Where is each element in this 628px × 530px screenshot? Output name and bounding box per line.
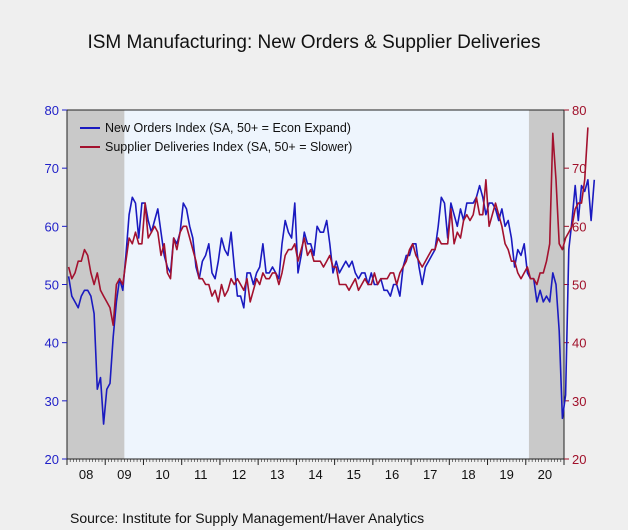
x-tick-label: 16	[385, 467, 399, 482]
x-tick-label: 14	[308, 467, 322, 482]
left-tick-label: 70	[45, 161, 59, 176]
series-line-supplier-deliveries	[67, 127, 589, 327]
series-lines	[67, 127, 596, 425]
left-y-axis: 20 30 40 50 60 70 80	[45, 103, 67, 467]
recession-band-0	[67, 110, 125, 459]
left-tick-label: 60	[45, 219, 59, 234]
left-tick-label: 30	[45, 394, 59, 409]
right-y-axis: 20 30 40 50 60 70 80	[564, 103, 586, 467]
right-tick-label: 50	[572, 278, 586, 293]
x-tick-label: 08	[79, 467, 93, 482]
legend-label-new-orders: New Orders Index (SA, 50+ = Econ Expand)	[105, 121, 351, 135]
x-tick-label: 11	[194, 467, 208, 482]
x-tick-label: 17	[423, 467, 437, 482]
right-tick-label: 20	[572, 452, 586, 467]
x-tick-label: 12	[232, 467, 246, 482]
x-tick-label: 09	[117, 467, 131, 482]
x-axis: 08 09 10 11 12 13 14 15 16 17 18 19 20	[66, 459, 565, 482]
source-note: Source: Institute for Supply Management/…	[70, 510, 425, 526]
left-tick-label: 50	[45, 278, 59, 293]
plot-area	[67, 110, 564, 459]
left-tick-label: 80	[45, 103, 59, 118]
x-tick-label: 15	[346, 467, 360, 482]
x-tick-label: 20	[538, 467, 552, 482]
x-tick-label: 18	[461, 467, 475, 482]
legend-label-supplier-deliveries: Supplier Deliveries Index (SA, 50+ = Slo…	[105, 140, 352, 154]
x-tick-label: 19	[499, 467, 513, 482]
right-tick-label: 70	[572, 161, 586, 176]
x-tick-label: 13	[270, 467, 284, 482]
right-tick-label: 60	[572, 219, 586, 234]
right-tick-label: 40	[572, 336, 586, 351]
x-tick-label: 10	[155, 467, 169, 482]
legend: New Orders Index (SA, 50+ = Econ Expand)…	[80, 121, 352, 154]
left-tick-label: 40	[45, 336, 59, 351]
right-tick-label: 80	[572, 103, 586, 118]
right-tick-label: 30	[572, 394, 586, 409]
chart-title: ISM Manufacturing: New Orders & Supplier…	[87, 32, 541, 53]
left-tick-label: 20	[45, 452, 59, 467]
